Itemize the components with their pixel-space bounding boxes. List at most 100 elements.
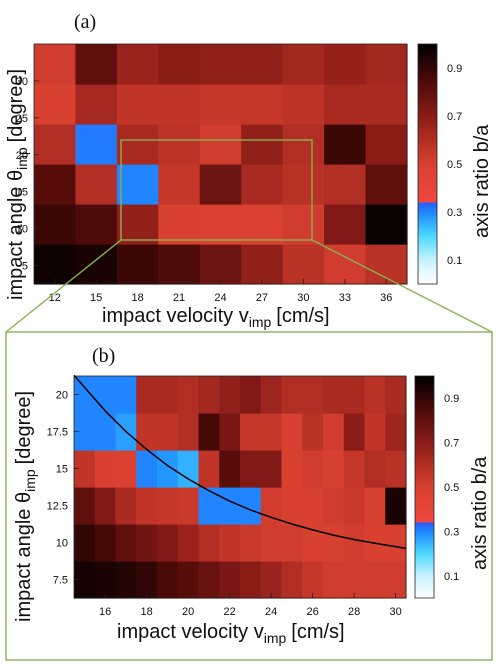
heatmap-cell	[177, 561, 200, 599]
heatmap-cell	[74, 561, 96, 599]
heatmap-cell	[158, 204, 201, 245]
heatmap-cell	[136, 487, 158, 525]
heatmap-cell	[177, 450, 200, 488]
heatmap-cell	[74, 450, 96, 488]
heatmap-cell	[281, 450, 303, 488]
heatmap-cell	[136, 450, 158, 488]
heatmap-cell	[241, 204, 284, 245]
heatmap-cell	[302, 487, 324, 525]
x-tick-label: 16	[99, 606, 111, 618]
heatmap-cell	[241, 164, 284, 205]
heatmap-cell	[385, 524, 407, 562]
y-tick-label: 30	[16, 76, 28, 88]
heatmap-cell	[365, 204, 408, 245]
heatmap-cell	[94, 487, 117, 525]
panel-a-colorbar-label: axis ratio b/a	[471, 124, 493, 238]
zoom-box	[120, 139, 313, 241]
heatmap-cell	[343, 487, 366, 525]
heatmap-cell	[343, 524, 366, 562]
panel-b-colorbar-label: axis ratio b/a	[469, 456, 491, 570]
heatmap-cell	[198, 376, 220, 414]
heatmap-cell	[136, 376, 158, 414]
heatmap-cell	[219, 413, 241, 451]
x-tick-label: 18	[141, 606, 153, 618]
heatmap-cell	[282, 244, 325, 285]
x-tick-label: 30	[297, 292, 309, 304]
heatmap-cell	[199, 124, 242, 165]
heatmap-cell	[282, 84, 325, 125]
y-tick-label: 10	[56, 538, 68, 550]
heatmap-cell	[385, 561, 407, 599]
heatmap-cell	[241, 124, 284, 165]
heatmap-cell	[115, 487, 137, 525]
colorbar-tick-label: 0.9	[444, 393, 459, 405]
colorbar-tick-label: 0.7	[447, 111, 462, 123]
heatmap-cell	[75, 204, 118, 245]
heatmap-cell	[34, 244, 77, 285]
x-tick-label: 26	[307, 606, 319, 618]
heatmap-cell	[198, 524, 220, 562]
heatmap-cell	[241, 244, 284, 285]
heatmap-cell	[34, 164, 77, 205]
y-tick-label: 10	[16, 224, 28, 236]
heatmap-cell	[260, 450, 283, 488]
y-tick-label: 15	[56, 464, 68, 476]
colorbar-tick-label: 0.3	[447, 207, 462, 219]
y-tick-label: 20	[16, 150, 28, 162]
panel-b-colorbar	[414, 375, 435, 599]
heatmap-cell	[385, 413, 407, 451]
colorbar-tick-label: 0.1	[447, 255, 462, 267]
heatmap-cell	[34, 124, 77, 165]
heatmap-cell	[94, 561, 117, 599]
heatmap-cell	[74, 524, 96, 562]
heatmap-cell	[324, 164, 367, 205]
panel-b-label: (b)	[92, 345, 115, 367]
heatmap-cell	[34, 204, 77, 245]
heatmap-cell	[240, 561, 262, 599]
heatmap-cell	[158, 124, 201, 165]
heatmap-cell	[323, 450, 345, 488]
heatmap-cell	[116, 44, 159, 85]
heatmap-cell	[364, 450, 386, 488]
heatmap-cell	[177, 413, 200, 451]
heatmap-cell	[364, 561, 386, 599]
heatmap-cell	[158, 84, 201, 125]
heatmap-cell	[281, 524, 303, 562]
heatmap-cell	[199, 244, 242, 285]
panel-b-outer-frame	[5, 331, 493, 661]
colorbar-tick-label: 0.3	[444, 526, 459, 538]
heatmap-cell	[281, 487, 303, 525]
heatmap-cell	[198, 561, 220, 599]
panel-a-label: (a)	[74, 11, 96, 33]
y-tick-label: 5	[22, 261, 28, 273]
heatmap-cell	[365, 124, 408, 165]
heatmap-cell	[157, 413, 179, 451]
heatmap-cell	[158, 244, 201, 285]
heatmap-cell	[116, 164, 159, 205]
y-tick-label: 7.5	[53, 575, 68, 587]
heatmap-cell	[116, 244, 159, 285]
x-tick-label: 15	[90, 292, 102, 304]
heatmap-cell	[343, 450, 366, 488]
heatmap-cell	[282, 204, 325, 245]
heatmap-cell	[74, 413, 96, 451]
y-tick-label: 17.5	[47, 427, 68, 439]
heatmap-cell	[198, 413, 220, 451]
heatmap-cell	[115, 450, 137, 488]
zoom-connector-right	[311, 239, 493, 333]
heatmap-cell	[240, 487, 262, 525]
heatmap-cell	[219, 524, 241, 562]
heatmap-cell	[324, 44, 367, 85]
heatmap-cell	[240, 450, 262, 488]
heatmap-cell	[323, 561, 345, 599]
heatmap-cell	[281, 561, 303, 599]
heatmap-cell	[157, 487, 179, 525]
panel-a-xlabel: impact velocity vimp [cm/s]	[102, 305, 330, 330]
heatmap-cell	[324, 84, 367, 125]
heatmap-cell	[116, 84, 159, 125]
heatmap-cell	[199, 84, 242, 125]
heatmap-cell	[240, 413, 262, 451]
